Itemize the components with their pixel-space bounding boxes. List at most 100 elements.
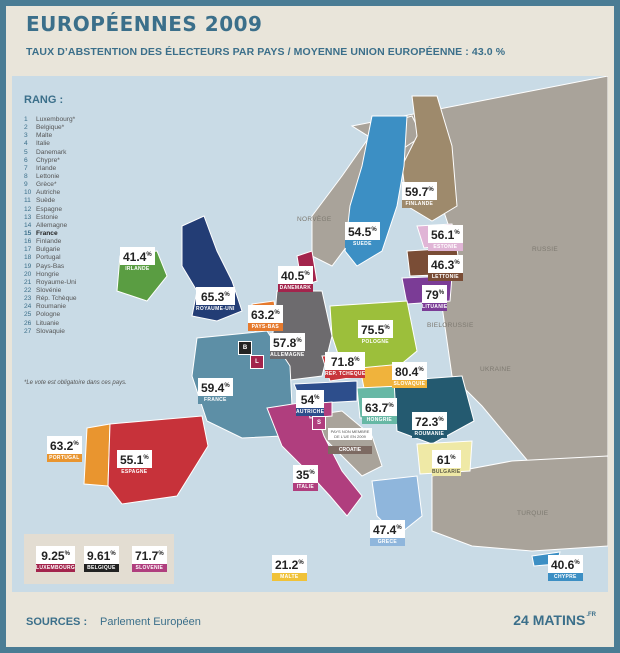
badge-netherlands: 63.2% PAYS-BAS xyxy=(248,305,283,331)
legend-rank-row: 19 Pays-Bas xyxy=(24,263,100,271)
mini-label-luxembourg: L xyxy=(250,355,264,369)
legend-rank-row: 9 Grèce* xyxy=(24,181,100,189)
rank-number: 5 xyxy=(24,148,28,156)
badge-value: 71.7% xyxy=(132,546,167,564)
rank-country: Bulgarie xyxy=(36,246,61,254)
legend-rank-row: 15 France xyxy=(24,230,100,238)
rank-country: Roumanie xyxy=(36,303,67,311)
rank-country: Lettonie xyxy=(36,172,60,180)
rank-number: 17 xyxy=(24,246,32,254)
percent-sign: % xyxy=(146,252,152,258)
percent-sign: % xyxy=(304,271,310,277)
rank-number: 15 xyxy=(24,229,32,237)
percent-sign: % xyxy=(158,551,164,557)
badge-value: 63.2% xyxy=(47,436,82,454)
legend-rank-row: 25 Pologne xyxy=(24,311,100,319)
badge-country-name: FRANCE xyxy=(198,396,233,404)
badge-romania: 72.3% ROUMANIE xyxy=(412,412,447,438)
rank-number: 18 xyxy=(24,254,32,262)
badge-country-name: ITALIE xyxy=(293,483,318,491)
mini-label-slovenia: S xyxy=(312,416,326,430)
percent-sign: % xyxy=(354,357,360,363)
badge-austria: 54% AUTRICHE xyxy=(296,390,325,416)
badge-luxembourg: 9.25% LUXEMBOURG xyxy=(36,546,76,572)
percent-sign: % xyxy=(73,441,79,447)
rank-country: Irlande xyxy=(36,164,57,172)
badge-value: 56.1% xyxy=(428,225,463,243)
rank-number: 11 xyxy=(24,197,31,205)
mini-label-belgium: B xyxy=(238,341,252,355)
legend-rank-row: 26 Lituanie xyxy=(24,320,100,328)
rank-number: 20 xyxy=(24,270,32,278)
legend-rank-row: 5 Danemark xyxy=(24,149,100,157)
badge-country-name: ROUMANIE xyxy=(412,430,447,438)
croatia-note: PAYS NON MEMBRE DE L’UE EN 2009 xyxy=(328,428,372,440)
badge-value: 65.3% xyxy=(196,287,235,305)
map-label-ukraine: UKRAINE xyxy=(480,366,511,373)
page-title: EUROPÉENNES 2009 xyxy=(26,12,263,36)
badge-poland: 75.5% POLOGNE xyxy=(358,320,393,346)
badge-value: 40.6% xyxy=(548,555,583,573)
badge-germany: 57.8% ALLEMAGNE xyxy=(270,333,305,359)
badge-value: 71.8% xyxy=(325,352,366,370)
rank-country: Malte xyxy=(36,132,53,140)
badge-value: 41.4% xyxy=(120,247,155,265)
percent-sign: % xyxy=(143,455,149,461)
rank-legend: RANG : 1 Luxembourg* 2 Belgique* 3 Malte 4 Ital… xyxy=(24,94,100,336)
header: EUROPÉENNES 2009 TAUX D’ABSTENTION DES É… xyxy=(12,8,608,70)
percent-sign: % xyxy=(418,367,424,373)
badge-country-name: ESPAGNE xyxy=(117,468,152,476)
europe-map: NORVÈGE RUSSIE BIELORUSSIE UKRAINE TURQU… xyxy=(12,76,608,592)
percent-sign: % xyxy=(224,292,230,298)
badge-latvia: 46.3% LETTONIE xyxy=(428,255,463,281)
badge-value: 57.8% xyxy=(270,333,305,351)
footer: SOURCES : Parlement Européen 24 MATINS.F… xyxy=(12,600,608,640)
badge-czech-republic: 71.8% REP. TCHEQUE xyxy=(325,352,366,378)
legend-rank-row: 27 Slovaquie xyxy=(24,328,100,336)
badge-country-name: SLOVENIE xyxy=(132,564,167,572)
rank-number: 14 xyxy=(24,221,32,229)
legend-rank-row: 8 Lettonie xyxy=(24,173,100,181)
rank-number: 7 xyxy=(24,164,28,172)
page-subtitle: TAUX D’ABSTENTION DES ÉLECTEURS PAR PAYS… xyxy=(26,46,506,58)
badge-cyprus: 40.6% CHYPRE xyxy=(548,555,583,581)
legend-rank-row: 1 Luxembourg* xyxy=(24,116,100,124)
badge-value: 55.1% xyxy=(117,450,152,468)
map-svg xyxy=(83,76,608,571)
legend-rank-row: 6 Chypre* xyxy=(24,157,100,165)
badge-greece: 47.4% GRECE xyxy=(370,520,405,546)
rank-country: Portugal xyxy=(36,254,61,262)
badge-portugal: 63.2% PORTUGAL xyxy=(47,436,82,462)
land-turkey xyxy=(431,455,608,552)
badge-ireland: 41.4% IRLANDE xyxy=(120,247,155,273)
badge-value: 47.4% xyxy=(370,520,405,538)
badge-spain: 55.1% ESPAGNE xyxy=(117,450,152,476)
badge-country-name: LETTONIE xyxy=(428,273,463,281)
rank-country: Suède xyxy=(36,197,56,205)
badge-value: 46.3% xyxy=(428,255,463,273)
sources-value: Parlement Européen xyxy=(100,616,201,628)
rank-country: France xyxy=(36,229,58,237)
legend-rank-row: 10 Autriche xyxy=(24,189,100,197)
badge-sweden: 54.5% SUEDE xyxy=(345,222,380,248)
map-label-norway: NORVÈGE xyxy=(297,216,332,223)
rank-country: Espagne xyxy=(36,205,63,213)
rank-number: 1 xyxy=(24,116,28,123)
rank-country: Chypre* xyxy=(36,156,60,164)
rank-country: Slovaquie xyxy=(36,327,65,335)
legend-rank-row: 17 Bulgarie xyxy=(24,246,100,254)
legend-rank-row: 11 Suède xyxy=(24,197,100,205)
badge-country-name: AUTRICHE xyxy=(296,408,325,416)
map-label-russia: RUSSIE xyxy=(532,246,559,253)
legend-list: 1 Luxembourg* 2 Belgique* 3 Malte 4 Italie 5 Dane… xyxy=(24,116,100,336)
rank-country: Estonie xyxy=(36,213,58,221)
rank-number: 13 xyxy=(24,213,32,221)
badge-country-name: GRECE xyxy=(370,538,405,546)
badge-country-name: PAYS-BAS xyxy=(248,323,283,331)
legend-rank-row: 23 Rép. Tchèque xyxy=(24,295,100,303)
rank-country: Royaume-Uni xyxy=(36,278,77,286)
percent-sign: % xyxy=(309,470,315,476)
legend-rank-row: 7 Irlande xyxy=(24,165,100,173)
legend-rank-row: 16 Finlande xyxy=(24,238,100,246)
percent-sign: % xyxy=(224,383,230,389)
